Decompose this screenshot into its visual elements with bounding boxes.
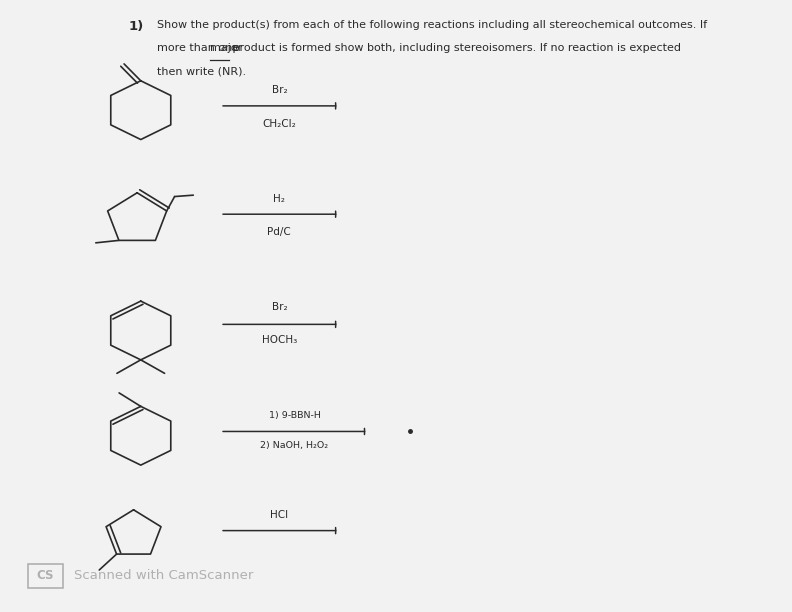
Text: CS: CS (36, 569, 54, 583)
Text: Br₂: Br₂ (272, 86, 287, 95)
Text: HCl: HCl (270, 510, 288, 520)
Text: 1): 1) (128, 20, 143, 32)
Text: 1) 9-BBN-H: 1) 9-BBN-H (268, 411, 321, 420)
Text: Scanned with CamScanner: Scanned with CamScanner (74, 569, 253, 583)
Text: Pd/C: Pd/C (268, 227, 291, 237)
Text: Br₂: Br₂ (272, 302, 287, 312)
Text: CH₂Cl₂: CH₂Cl₂ (262, 119, 296, 129)
Text: H₂: H₂ (273, 194, 285, 204)
Text: major: major (211, 43, 242, 53)
Text: then write (NR).: then write (NR). (158, 66, 246, 76)
Text: HOCH₃: HOCH₃ (261, 335, 297, 345)
Text: 2) NaOH, H₂O₂: 2) NaOH, H₂O₂ (261, 441, 329, 450)
Text: Show the product(s) from each of the following reactions including all stereoche: Show the product(s) from each of the fol… (158, 20, 707, 29)
Text: more than one: more than one (158, 43, 243, 53)
Text: product is formed show both, including stereoisomers. If no reaction is expected: product is formed show both, including s… (230, 43, 681, 53)
